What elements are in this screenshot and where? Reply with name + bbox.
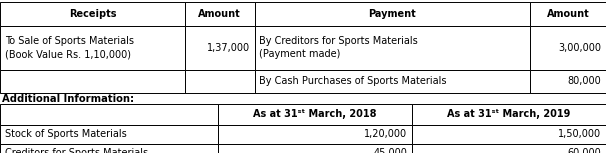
Text: 60,000: 60,000 [567,148,601,153]
Text: Payment: Payment [368,9,416,19]
Bar [185,2,255,26]
Bar [0,70,185,93]
Bar [412,125,606,144]
Text: 1,37,000: 1,37,000 [207,43,250,53]
Bar [530,70,606,93]
Bar [255,70,530,93]
Text: By Cash Purchases of Sports Materials: By Cash Purchases of Sports Materials [259,76,447,86]
Text: 80,000: 80,000 [567,76,601,86]
Text: Receipts: Receipts [68,9,116,19]
Text: Amount: Amount [547,9,590,19]
Bar [218,144,412,153]
Bar [530,26,606,70]
Bar [0,104,218,125]
Bar [255,26,530,70]
Text: 1,20,000: 1,20,000 [364,129,407,139]
Text: Stock of Sports Materials: Stock of Sports Materials [5,129,127,139]
Text: Additional Information:: Additional Information: [2,94,135,104]
Bar [218,104,412,125]
Bar [255,2,530,26]
Text: 1,50,000: 1,50,000 [558,129,601,139]
Bar [0,125,218,144]
Bar [185,70,255,93]
Text: Amount: Amount [198,9,241,19]
Bar [185,26,255,70]
Bar [412,144,606,153]
Text: By Creditors for Sports Materials
(Payment made): By Creditors for Sports Materials (Payme… [259,36,418,59]
Bar [218,125,412,144]
Bar [0,26,185,70]
Text: To Sale of Sports Materials
(Book Value Rs. 1,10,000): To Sale of Sports Materials (Book Value … [5,36,134,59]
Bar [412,104,606,125]
Bar [530,2,606,26]
Bar [0,2,185,26]
Bar [0,144,218,153]
Text: 3,00,000: 3,00,000 [558,43,601,53]
Text: 45,000: 45,000 [373,148,407,153]
Text: As at 31ˢᵗ March, 2019: As at 31ˢᵗ March, 2019 [447,109,571,119]
Text: Creditors for Sports Materials: Creditors for Sports Materials [5,148,148,153]
Text: As at 31ˢᵗ March, 2018: As at 31ˢᵗ March, 2018 [253,109,377,119]
